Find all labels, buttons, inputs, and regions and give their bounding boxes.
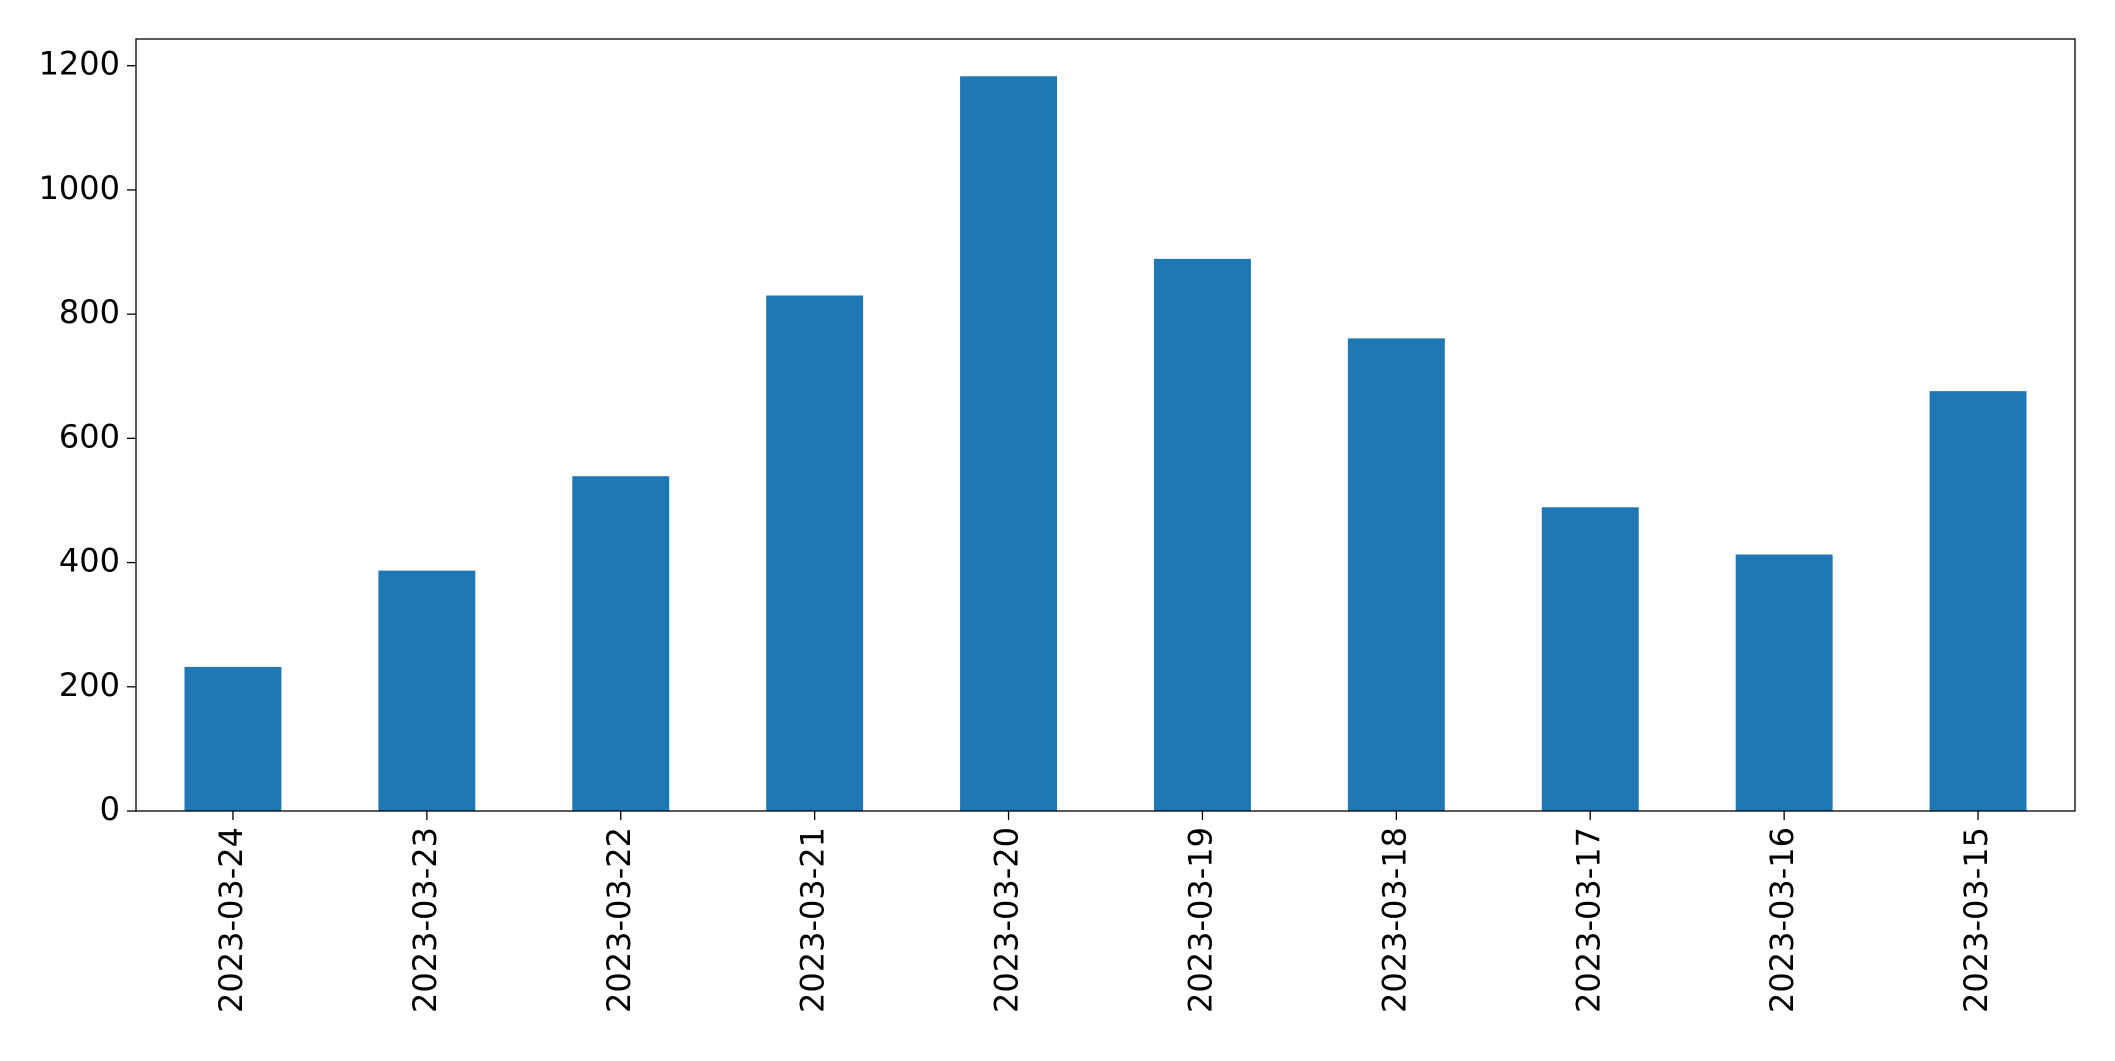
x-tick-label: 2023-03-23 [406, 827, 444, 1013]
x-tick-label: 2023-03-21 [794, 827, 832, 1013]
plot-frame [135, 38, 2076, 812]
bar [1541, 507, 1639, 811]
x-tick-label: 2023-03-18 [1375, 827, 1413, 1013]
y-tick-label: 600 [59, 417, 120, 455]
x-tick-label: 2023-03-15 [1957, 827, 1995, 1013]
x-tick-label: 2023-03-16 [1763, 827, 1801, 1013]
bar [572, 476, 670, 811]
bar [184, 666, 282, 811]
bar [1735, 554, 1833, 811]
bar [1929, 391, 2027, 811]
y-tick-label: 0 [100, 790, 120, 828]
x-tick-label: 2023-03-19 [1181, 827, 1219, 1013]
bar [1153, 258, 1251, 811]
bar [766, 295, 864, 811]
y-tick-label: 1200 [39, 45, 120, 83]
x-tick-label: 2023-03-24 [212, 827, 250, 1013]
y-tick-label: 400 [59, 542, 120, 580]
bar [1347, 338, 1445, 811]
x-tick-label: 2023-03-17 [1569, 827, 1607, 1013]
y-tick-label: 1000 [39, 169, 120, 207]
bar [960, 76, 1058, 812]
y-tick-label: 200 [59, 666, 120, 704]
x-tick-label: 2023-03-22 [600, 827, 638, 1013]
bar [378, 570, 476, 811]
x-tick-label: 2023-03-20 [988, 827, 1026, 1013]
y-tick-label: 800 [59, 293, 120, 331]
